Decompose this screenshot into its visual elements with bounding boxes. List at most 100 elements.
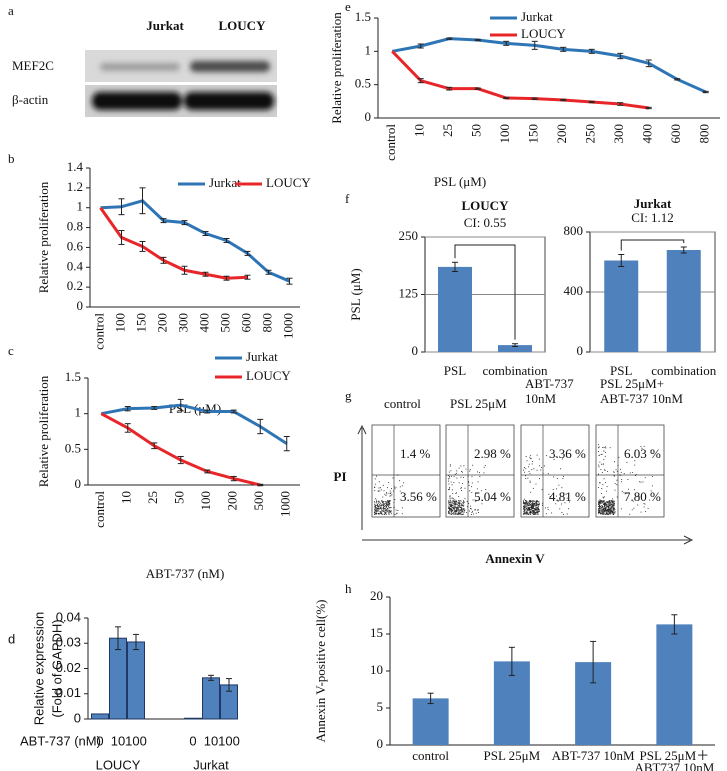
event-dot: [449, 502, 451, 504]
event-dot: [523, 469, 524, 471]
event-dot: [388, 507, 390, 509]
event-dot: [602, 463, 604, 465]
event-dot: [539, 478, 540, 480]
event-dot: [535, 505, 537, 507]
x-tick-label: control: [383, 124, 398, 161]
event-dot: [462, 513, 463, 515]
event-dot: [454, 511, 456, 513]
event-dot: [539, 465, 541, 467]
event-dot: [538, 510, 540, 512]
event-dot: [608, 510, 610, 512]
event-dot: [599, 507, 600, 509]
event-dot: [531, 505, 533, 507]
error-bar: [531, 40, 538, 50]
event-dot: [455, 510, 457, 512]
event-dot: [382, 507, 384, 509]
event-dot: [449, 464, 451, 466]
event-dot: [472, 513, 474, 515]
event-dot: [484, 465, 486, 466]
event-dot: [525, 513, 527, 515]
quadrant-percent: 2.98 %: [474, 446, 511, 461]
event-dot: [462, 505, 464, 507]
event-dot: [529, 504, 531, 505]
event-dot: [603, 513, 605, 515]
event-dot: [530, 512, 532, 514]
event-dot: [379, 487, 381, 489]
event-dot: [607, 506, 609, 508]
bar: [412, 698, 449, 745]
event-dot: [527, 512, 529, 514]
event-dot: [524, 509, 526, 511]
error-bar: [417, 78, 424, 84]
bar: [127, 641, 145, 720]
event-dot: [453, 498, 454, 500]
event-dot: [538, 458, 540, 460]
event-dot: [603, 500, 605, 502]
event-dot: [610, 502, 612, 504]
event-dot: [537, 511, 539, 513]
y-tick-label: 0: [77, 298, 84, 313]
event-dot: [538, 503, 540, 505]
event-dot: [454, 502, 456, 504]
event-dot: [529, 501, 531, 503]
event-dot: [610, 512, 611, 514]
event-dot: [378, 512, 380, 514]
event-dot: [608, 513, 609, 515]
event-dot: [472, 499, 474, 501]
event-dot: [601, 513, 603, 515]
event-dot: [530, 509, 532, 511]
event-dot: [374, 507, 376, 509]
event-dot: [528, 509, 530, 511]
event-dot: [605, 504, 607, 506]
event-dot: [455, 500, 457, 502]
event-dot: [613, 509, 614, 511]
event-dot: [542, 472, 544, 474]
band: [100, 63, 180, 71]
event-dot: [374, 502, 376, 504]
event-dot: [523, 502, 525, 504]
event-dot: [527, 508, 529, 510]
error-bar: [257, 483, 264, 487]
event-dot: [386, 511, 388, 513]
event-dot: [374, 506, 376, 507]
error-bar: [503, 40, 510, 46]
event-dot: [454, 508, 456, 509]
event-dot: [449, 508, 450, 510]
event-dot: [602, 508, 604, 510]
x-tick-label: 150: [133, 313, 148, 333]
flow-plot: [445, 424, 515, 518]
event-dot: [460, 500, 462, 502]
event-dot: [604, 503, 606, 505]
event-dot: [523, 503, 525, 504]
event-dot: [449, 503, 451, 505]
event-dot: [644, 477, 646, 479]
event-dot: [530, 513, 532, 515]
y-tick-label: 0.8: [67, 219, 83, 234]
event-dot: [524, 505, 526, 507]
event-dot: [612, 503, 614, 505]
event-dot: [606, 486, 608, 488]
event-dot: [463, 510, 465, 512]
event-dot: [450, 509, 451, 511]
event-dot: [527, 506, 529, 508]
event-dot: [469, 469, 471, 471]
y-tick-label: 1.5: [65, 369, 81, 384]
event-dot: [530, 506, 532, 507]
event-dot: [474, 509, 476, 511]
event-dot: [612, 502, 614, 504]
event-dot: [602, 506, 604, 508]
event-dot: [538, 503, 540, 505]
event-dot: [530, 504, 532, 506]
x-tick-label: combination: [651, 363, 716, 378]
x-tick-label: 25: [145, 491, 160, 504]
event-dot: [529, 503, 531, 505]
event-dot: [390, 495, 392, 497]
event-dot: [397, 474, 399, 476]
event-dot: [534, 503, 535, 504]
event-dot: [525, 504, 526, 506]
event-dot: [542, 504, 543, 506]
event-dot: [379, 511, 381, 513]
event-dot: [523, 509, 525, 511]
event-dot: [459, 512, 461, 513]
event-dot: [620, 471, 622, 473]
